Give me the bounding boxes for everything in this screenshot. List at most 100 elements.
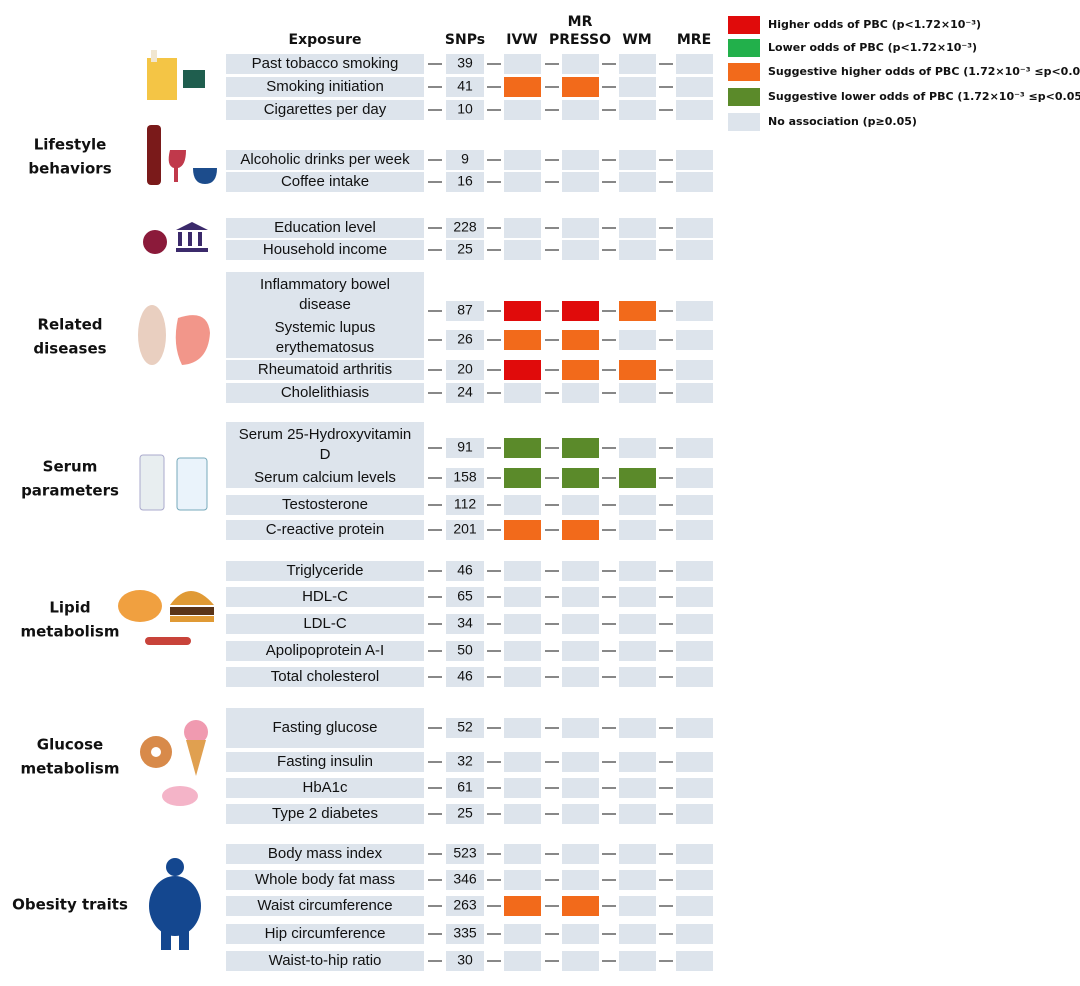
snps-box [446, 100, 484, 120]
icon-person-body [149, 876, 201, 936]
group-label: metabolism [21, 760, 120, 778]
snps-box [446, 587, 484, 607]
result-cell [562, 218, 599, 238]
result-cell [504, 587, 541, 607]
snps-box [446, 330, 484, 350]
exposure-box [226, 495, 424, 515]
result-cell [504, 951, 541, 971]
legend-label: Suggestive higher odds of PBC (1.72×10⁻³… [768, 65, 1080, 78]
result-cell [562, 870, 599, 890]
icon-person-leg [179, 928, 189, 950]
result-cell [504, 495, 541, 515]
header-snps: SNPs [445, 32, 485, 48]
exposure-box [226, 804, 424, 824]
snps-value: 26 [457, 331, 473, 347]
result-cell [562, 240, 599, 260]
result-cell [504, 218, 541, 238]
result-cell [504, 77, 541, 97]
header-method: IVW [506, 32, 538, 48]
snps-value: 32 [457, 753, 473, 769]
result-cell [504, 752, 541, 772]
snps-box [446, 614, 484, 634]
legend-swatch [728, 63, 760, 81]
result-cell [504, 778, 541, 798]
result-cell [676, 77, 713, 97]
icon-cigarette [151, 50, 157, 62]
icon-burger-top [170, 591, 214, 605]
exposure-label: Rheumatoid arthritis [258, 361, 392, 378]
result-cell [619, 360, 656, 380]
result-cell [562, 520, 599, 540]
snps-box [446, 752, 484, 772]
icon-joint [138, 305, 166, 365]
snps-value: 335 [453, 925, 477, 941]
group-label: parameters [21, 482, 119, 500]
result-cell [676, 520, 713, 540]
result-cell [676, 587, 713, 607]
result-cell [676, 54, 713, 74]
snps-value: 87 [457, 302, 473, 318]
icon-candy [162, 786, 198, 806]
result-cell [504, 468, 541, 488]
snps-value: 30 [457, 952, 473, 968]
snps-value: 523 [453, 845, 477, 861]
snps-value: 112 [454, 496, 477, 512]
snps-box [446, 896, 484, 916]
result-cell [562, 896, 599, 916]
result-cell [619, 896, 656, 916]
snps-value: 46 [457, 668, 473, 684]
result-cell [562, 172, 599, 192]
snps-value: 25 [457, 241, 473, 257]
result-cell [619, 804, 656, 824]
result-cell [619, 468, 656, 488]
exposure-box [226, 870, 424, 890]
snps-box [446, 54, 484, 74]
snps-box [446, 561, 484, 581]
icon-wine-glass [168, 150, 186, 182]
result-cell [619, 100, 656, 120]
result-cell [504, 870, 541, 890]
result-cell [676, 468, 713, 488]
exposure-box [226, 924, 424, 944]
snps-box [446, 844, 484, 864]
exposure-label: Serum 25-Hydroxyvitamin [239, 426, 412, 443]
icon-cigarettes [147, 58, 177, 100]
result-cell [619, 438, 656, 458]
legend-label: Lower odds of PBC (p<1.72×10⁻³) [768, 41, 977, 54]
result-cell [619, 718, 656, 738]
legend-swatch [728, 88, 760, 106]
exposure-label: Apolipoprotein A-I [266, 642, 384, 659]
snps-value: 25 [457, 805, 473, 821]
snps-value: 61 [457, 779, 473, 795]
result-cell [619, 667, 656, 687]
result-cell [562, 614, 599, 634]
exposure-box [226, 667, 424, 687]
result-cell [562, 667, 599, 687]
exposure-box [226, 844, 424, 864]
icon-calcium [176, 457, 208, 511]
result-cell [676, 614, 713, 634]
result-cell [504, 383, 541, 403]
group-label: metabolism [21, 623, 120, 641]
snps-box [446, 240, 484, 260]
snps-box [446, 804, 484, 824]
snps-value: 158 [453, 469, 477, 485]
snps-box [446, 360, 484, 380]
exposure-box [226, 614, 424, 634]
exposure-label: LDL-C [303, 615, 347, 632]
exposure-label: HbA1c [302, 779, 348, 796]
snps-value: 65 [457, 588, 473, 604]
header-method: MR [568, 14, 593, 30]
result-cell [676, 718, 713, 738]
result-cell [619, 495, 656, 515]
icon-sausage [145, 637, 191, 645]
result-cell [562, 54, 599, 74]
icon-donut-hole [151, 747, 161, 757]
exposure-label: Inflammatory bowel [260, 276, 390, 293]
result-cell [562, 438, 599, 458]
result-cell [619, 844, 656, 864]
result-cell [676, 951, 713, 971]
exposure-box [226, 587, 424, 607]
